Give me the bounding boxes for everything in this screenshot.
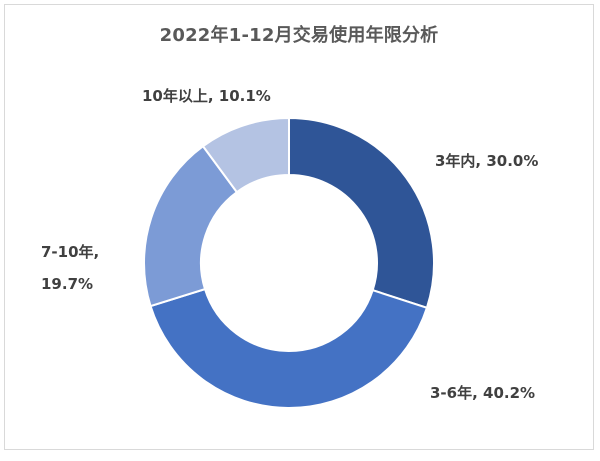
chart-title: 2022年1-12月交易使用年限分析 [159,25,439,46]
slice-10yr-plus [201,116,290,194]
slice-3yr [288,116,435,310]
data-label-7-10yr-line1: 7-10年, [41,243,100,261]
data-label-3yr: 3年内, 30.0% [435,152,539,170]
data-label-3-6yr: 3-6年, 40.2% [430,384,536,402]
slice-3-6yr [149,287,429,409]
chart-frame: 2022年1-12月交易使用年限分析 3年内, 30.0% 3-6年, 40.2… [4,4,594,450]
data-label-10yr-plus: 10年以上, 10.1% [142,87,271,105]
donut-chart [143,116,435,409]
data-label-7-10yr-line2: 19.7% [41,275,94,293]
